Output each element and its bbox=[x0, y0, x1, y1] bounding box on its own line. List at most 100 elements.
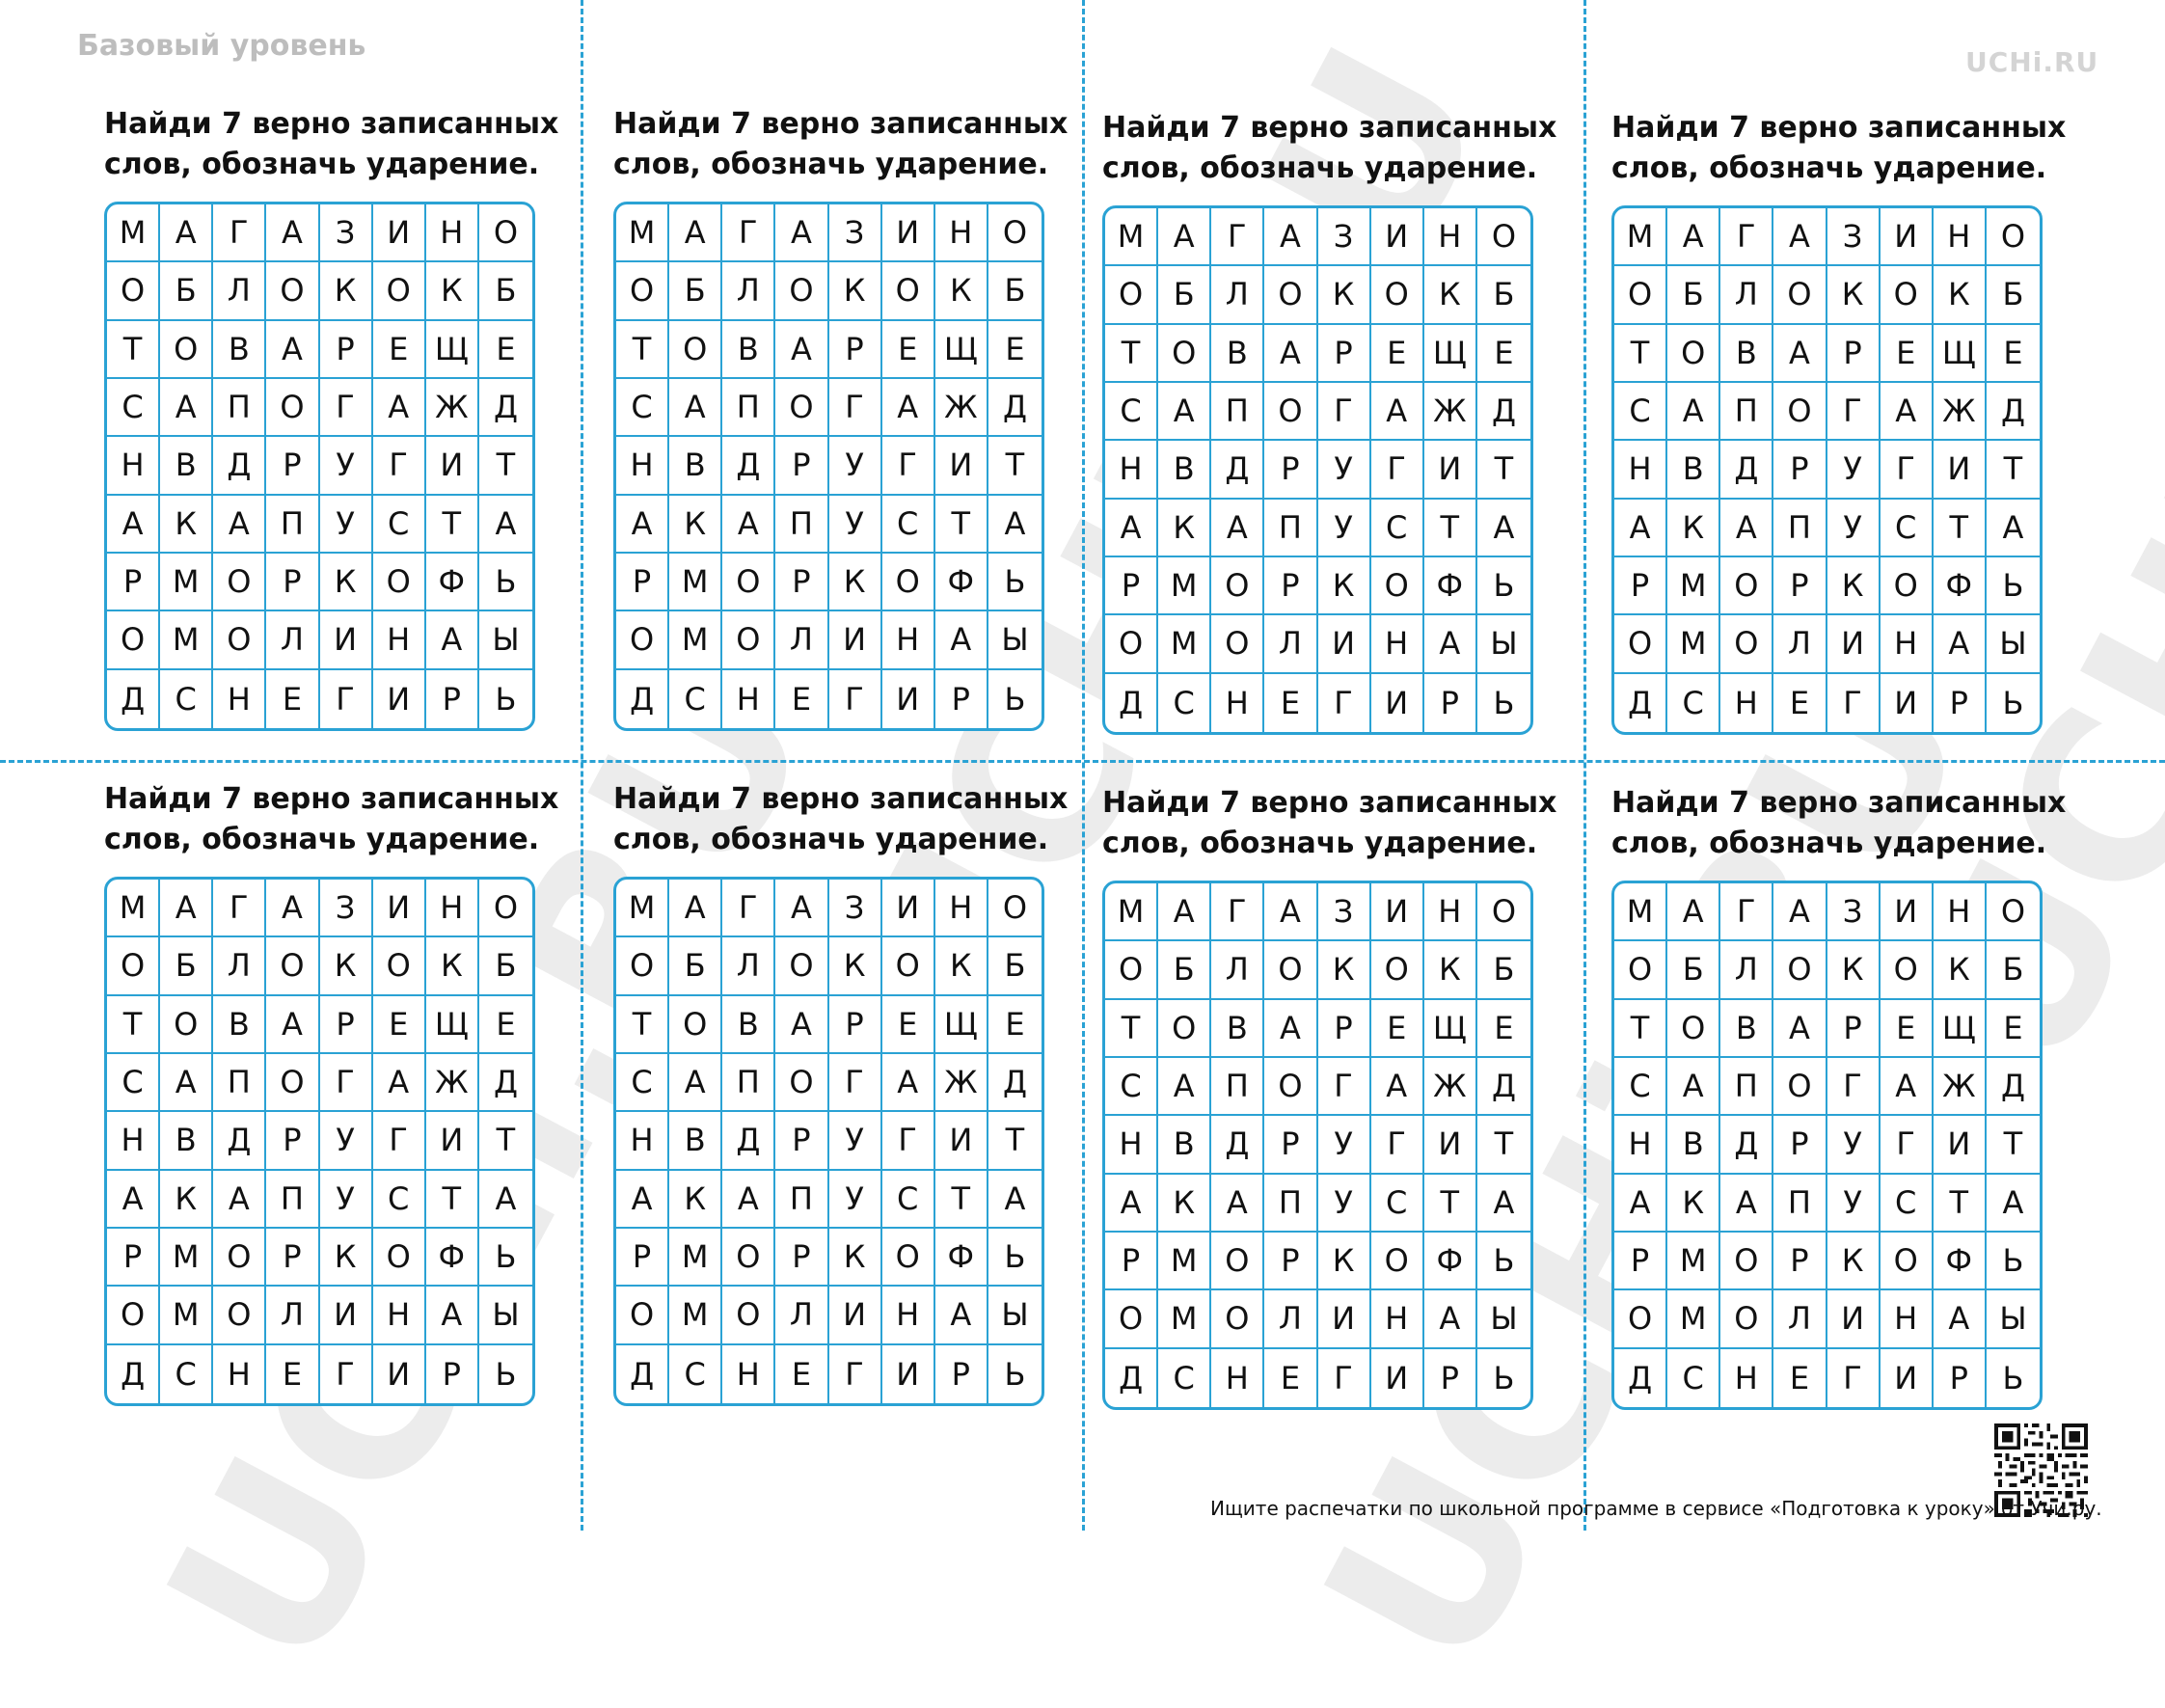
letter-cell: О bbox=[266, 1053, 320, 1113]
letter-cell: А bbox=[1158, 208, 1212, 267]
letter-cell: Н bbox=[1423, 208, 1477, 267]
letter-cell: Т bbox=[425, 495, 479, 554]
letter-cell: О bbox=[722, 1287, 776, 1345]
letter-cell: О bbox=[372, 262, 426, 321]
letter-cell: В bbox=[669, 1112, 723, 1171]
letter-cell: С bbox=[160, 1344, 214, 1403]
letter-cell: Е bbox=[1264, 673, 1318, 732]
letter-cell: О bbox=[1211, 1232, 1265, 1291]
letter-cell: С bbox=[881, 495, 935, 554]
letter-cell: О bbox=[372, 553, 426, 612]
letter-cell: И bbox=[1317, 615, 1371, 674]
letter-cell: Ь bbox=[1004, 1355, 1026, 1393]
letter-cell: О bbox=[722, 553, 776, 612]
letter-cell: Д bbox=[616, 1344, 670, 1403]
letter-cell: О bbox=[160, 320, 214, 379]
letter-cell: К bbox=[319, 262, 373, 321]
letter-cell: А bbox=[1667, 883, 1721, 942]
letter-cell: Д bbox=[988, 1054, 1042, 1113]
letter-cell: Р bbox=[1105, 556, 1159, 616]
letter-cell: А bbox=[988, 496, 1042, 554]
letter-cell: А bbox=[1880, 1057, 1934, 1117]
letter-cell: С bbox=[1105, 1057, 1159, 1117]
letter-cell: Т bbox=[1423, 499, 1477, 557]
letter-cell: У bbox=[319, 495, 373, 554]
letter-cell: Д bbox=[1476, 1058, 1530, 1117]
letter-cell: П bbox=[266, 495, 320, 554]
letter-cell: Р bbox=[828, 995, 882, 1054]
letter-cell: К bbox=[1317, 556, 1371, 616]
letter-cell: И bbox=[828, 1287, 882, 1345]
letter-cell: К bbox=[1827, 556, 1881, 616]
letter-cell: В bbox=[1667, 441, 1721, 500]
letter-cell: Д bbox=[1986, 1058, 2040, 1117]
letter-cell: Л bbox=[266, 1287, 320, 1345]
letter-cell: Т bbox=[107, 320, 161, 379]
letter-cell: А bbox=[881, 1053, 935, 1113]
letter-cell: Р bbox=[1934, 1348, 1987, 1407]
letter-cell: Н bbox=[1211, 673, 1265, 732]
letter-cell: Р bbox=[1773, 441, 1827, 500]
letter-cell: А bbox=[1773, 324, 1827, 383]
letter-cell: У bbox=[1317, 499, 1371, 557]
card-title-line: Найди 7 верно записанных bbox=[104, 107, 559, 141]
letter-cell: Ь bbox=[478, 554, 532, 612]
letter-cell: С bbox=[1667, 1348, 1721, 1407]
letter-cell: А bbox=[1211, 499, 1265, 557]
letter-cell: О bbox=[775, 1053, 829, 1113]
letter-cell: С bbox=[669, 669, 723, 728]
letter-cell: С bbox=[107, 1053, 161, 1113]
letter-cell: Т bbox=[1476, 1116, 1530, 1175]
letter-cell: А bbox=[160, 378, 214, 438]
letter-cell: Г bbox=[1827, 1057, 1881, 1117]
letter-cell: А bbox=[1773, 208, 1827, 267]
letter-cell: О bbox=[1264, 941, 1318, 1000]
letter-cell: Ь bbox=[495, 680, 517, 718]
letter-cell: М bbox=[160, 1228, 214, 1288]
letter-cell: Н bbox=[1933, 883, 1987, 942]
letter-cell: М bbox=[107, 880, 161, 938]
letter-cell: Е bbox=[1880, 999, 1934, 1058]
letter-cell: Г bbox=[828, 1053, 882, 1113]
letter-cell: Ф bbox=[934, 553, 988, 612]
letter-cell: О bbox=[372, 1228, 426, 1288]
letter-cell: И bbox=[1880, 208, 1934, 267]
letter-cell: О bbox=[1105, 1290, 1159, 1349]
letter-cell: Д bbox=[478, 379, 532, 438]
letter-cell: О bbox=[1720, 615, 1774, 674]
letter-cell: П bbox=[775, 1170, 829, 1229]
letter-cell: С bbox=[160, 669, 214, 728]
letter-cell: Р bbox=[935, 1344, 988, 1403]
letter-cell: А bbox=[1773, 883, 1827, 942]
letter-cell: С bbox=[881, 1170, 935, 1229]
letter-cell: Р bbox=[1827, 324, 1881, 383]
letter-cell: Г bbox=[213, 880, 267, 938]
letter-cell: Р bbox=[775, 553, 829, 612]
letter-cell: Г bbox=[1211, 883, 1265, 942]
letter-cell: И bbox=[934, 437, 988, 496]
letter-cell: И bbox=[828, 611, 882, 670]
letter-cell: Н bbox=[934, 880, 988, 938]
letter-cell: Д bbox=[1986, 383, 2040, 442]
letter-cell: Е bbox=[881, 995, 935, 1054]
letter-cell: Н bbox=[1370, 615, 1424, 674]
letter-cell: М bbox=[1158, 556, 1212, 616]
letter-cell: Р bbox=[266, 437, 320, 496]
letter-cell: Л bbox=[1773, 1290, 1827, 1349]
letter-cell: К bbox=[1317, 941, 1371, 1000]
letter-cell: М bbox=[669, 1228, 723, 1288]
letter-cell: П bbox=[1211, 1057, 1265, 1117]
letter-cell: И bbox=[373, 669, 426, 728]
letter-cell: О bbox=[107, 937, 161, 996]
letter-cell: У bbox=[319, 1112, 373, 1171]
letter-cell: А bbox=[1476, 500, 1530, 557]
letter-cell: И bbox=[372, 204, 426, 263]
letter-cell: К bbox=[828, 1228, 882, 1288]
letter-cell: О bbox=[1211, 1290, 1265, 1349]
letter-cell: О bbox=[266, 378, 320, 438]
cut-line-vertical bbox=[581, 0, 583, 1531]
card-title-line: слов, обозначь ударение. bbox=[1611, 827, 2047, 860]
letter-cell: А bbox=[1370, 1057, 1424, 1117]
word-search-card: Найди 7 верно записанных слов, обозначь у… bbox=[104, 104, 559, 731]
